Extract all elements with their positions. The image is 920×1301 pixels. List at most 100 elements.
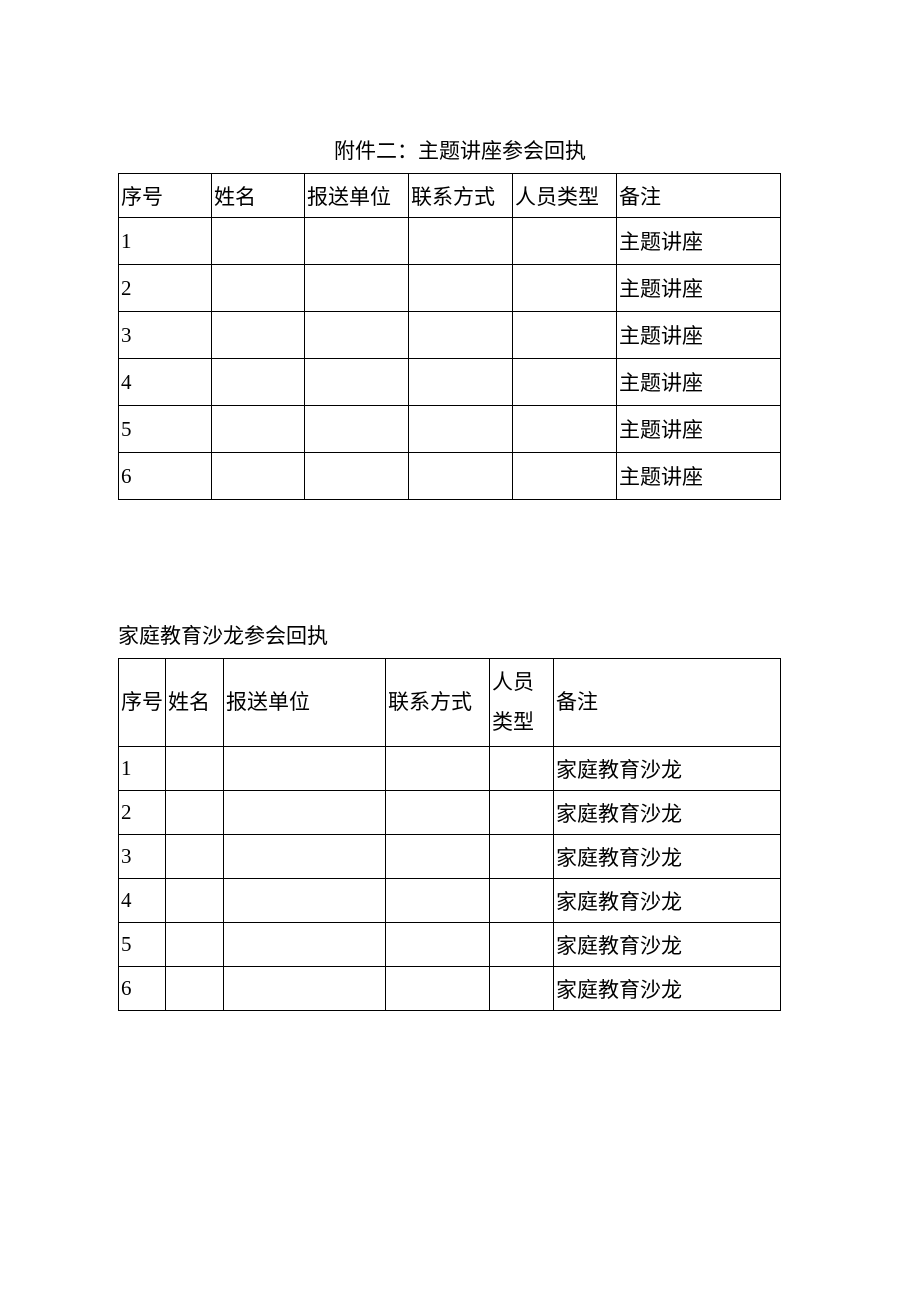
table-cell [224, 835, 386, 879]
table-cell [490, 835, 554, 879]
table-cell: 5 [119, 923, 166, 967]
table-cell [305, 312, 409, 359]
table-cell [409, 218, 513, 265]
table-cell: 家庭教育沙龙 [554, 791, 781, 835]
table-cell [386, 923, 490, 967]
table-cell: 家庭教育沙龙 [554, 879, 781, 923]
table-cell [305, 218, 409, 265]
table-row: 2 家庭教育沙龙 [119, 791, 781, 835]
table-cell: 主题讲座 [617, 218, 781, 265]
table-cell: 主题讲座 [617, 312, 781, 359]
table-row: 5 主题讲座 [119, 406, 781, 453]
table-2-header-cell: 报送单位 [224, 659, 386, 747]
table-cell [513, 359, 617, 406]
table-cell: 主题讲座 [617, 265, 781, 312]
table-cell: 家庭教育沙龙 [554, 747, 781, 791]
table-cell: 6 [119, 453, 212, 500]
table-row: 6 家庭教育沙龙 [119, 967, 781, 1011]
table-cell: 4 [119, 359, 212, 406]
table-cell [409, 406, 513, 453]
table-cell [166, 835, 224, 879]
table-2-header-cell: 姓名 [166, 659, 224, 747]
table-cell [224, 791, 386, 835]
table-2-header-row: 序号 姓名 报送单位 联系方式 人员类型 备注 [119, 659, 781, 747]
table-cell: 1 [119, 747, 166, 791]
table-row: 1 家庭教育沙龙 [119, 747, 781, 791]
table-cell [490, 923, 554, 967]
table-cell [409, 359, 513, 406]
table-cell [409, 312, 513, 359]
table-cell: 3 [119, 835, 166, 879]
table-cell [224, 923, 386, 967]
table-1-title: 附件二：主题讲座参会回执 [118, 135, 802, 165]
table-cell: 3 [119, 312, 212, 359]
table-2-header-cell: 联系方式 [386, 659, 490, 747]
table-cell [305, 359, 409, 406]
table-2-title: 家庭教育沙龙参会回执 [118, 620, 802, 650]
table-cell: 家庭教育沙龙 [554, 835, 781, 879]
table-2-header-cell: 人员类型 [490, 659, 554, 747]
table-cell [490, 879, 554, 923]
table-cell [386, 747, 490, 791]
table-cell [224, 879, 386, 923]
table-1-header-cell: 报送单位 [305, 174, 409, 218]
table-cell [409, 453, 513, 500]
table-cell: 主题讲座 [617, 359, 781, 406]
table-cell [490, 967, 554, 1011]
table-1-header-cell: 人员类型 [513, 174, 617, 218]
table-cell [212, 265, 305, 312]
table-row: 4 家庭教育沙龙 [119, 879, 781, 923]
table-row: 4 主题讲座 [119, 359, 781, 406]
table-cell: 家庭教育沙龙 [554, 923, 781, 967]
table-cell: 5 [119, 406, 212, 453]
table-1-header-cell: 联系方式 [409, 174, 513, 218]
table-cell: 6 [119, 967, 166, 1011]
table-cell [386, 791, 490, 835]
table-cell [513, 406, 617, 453]
table-cell [513, 453, 617, 500]
table-cell [212, 359, 305, 406]
table-cell [212, 218, 305, 265]
table-cell: 家庭教育沙龙 [554, 967, 781, 1011]
table-cell: 主题讲座 [617, 406, 781, 453]
table-row: 2 主题讲座 [119, 265, 781, 312]
table-cell [305, 453, 409, 500]
table-cell [212, 406, 305, 453]
table-cell [490, 791, 554, 835]
table-row: 6 主题讲座 [119, 453, 781, 500]
table-cell [166, 791, 224, 835]
table-cell [305, 406, 409, 453]
table-cell [490, 747, 554, 791]
table-cell [513, 218, 617, 265]
spacer [118, 500, 802, 620]
table-cell [305, 265, 409, 312]
table-cell: 4 [119, 879, 166, 923]
table-1-header-cell: 备注 [617, 174, 781, 218]
table-row: 3 家庭教育沙龙 [119, 835, 781, 879]
table-cell [409, 265, 513, 312]
table-cell [386, 879, 490, 923]
table-1-header-cell: 序号 [119, 174, 212, 218]
table-row: 5 家庭教育沙龙 [119, 923, 781, 967]
table-1-header-cell: 姓名 [212, 174, 305, 218]
table-cell [166, 879, 224, 923]
table-cell [212, 453, 305, 500]
table-cell [386, 967, 490, 1011]
table-row: 1 主题讲座 [119, 218, 781, 265]
table-cell [166, 747, 224, 791]
table-1-header-row: 序号 姓名 报送单位 联系方式 人员类型 备注 [119, 174, 781, 218]
table-2-header-cell: 备注 [554, 659, 781, 747]
table-cell [513, 312, 617, 359]
table-cell [513, 265, 617, 312]
table-cell: 主题讲座 [617, 453, 781, 500]
table-cell [166, 923, 224, 967]
table-2-header-cell: 序号 [119, 659, 166, 747]
table-cell: 1 [119, 218, 212, 265]
table-cell [212, 312, 305, 359]
table-cell: 2 [119, 791, 166, 835]
table-row: 3 主题讲座 [119, 312, 781, 359]
table-cell [224, 967, 386, 1011]
table-2: 序号 姓名 报送单位 联系方式 人员类型 备注 1 家庭教育沙龙 2 家庭教育沙… [118, 658, 781, 1011]
table-1: 序号 姓名 报送单位 联系方式 人员类型 备注 1 主题讲座 2 主题讲座 3 [118, 173, 781, 500]
table-cell: 2 [119, 265, 212, 312]
